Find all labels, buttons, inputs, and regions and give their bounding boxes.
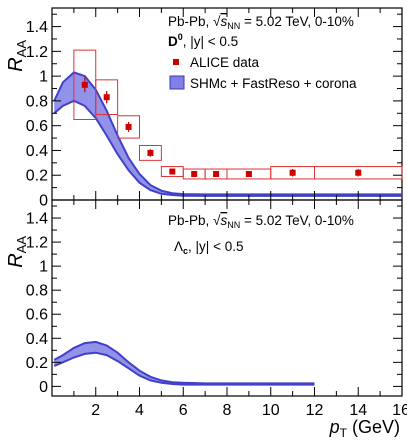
xtick-label: 2	[91, 402, 100, 419]
top-data-points	[73, 49, 403, 180]
top-ylabel: RAA	[5, 40, 29, 72]
data-point	[245, 170, 252, 177]
top-band-lower-edge	[53, 99, 402, 197]
xtick-label: 10	[262, 402, 280, 419]
top-ytick-label: 0.6	[26, 118, 48, 135]
legend-data-label: ALICE data	[190, 55, 260, 70]
bottom-particle-label: Λc, |y| < 0.5	[174, 239, 243, 256]
data-point	[103, 94, 110, 101]
top-ytick-label: 0.2	[26, 168, 48, 185]
xtick-label: 4	[135, 402, 144, 419]
legend-data-marker	[173, 59, 179, 65]
top-y-axis: 0 0.2 0.4 0.6 0.8 1 1.2 1.4	[26, 13, 402, 210]
top-ytick-label: 1.2	[26, 44, 48, 61]
xtick-label: 12	[306, 402, 324, 419]
bottom-ytick-label: 1.2	[26, 235, 48, 252]
legend-model-label: SHMc + FastReso + corona	[190, 76, 357, 91]
bottom-ytick-label: 1.4	[26, 211, 48, 228]
data-syst-box	[117, 115, 140, 139]
data-syst-box	[95, 79, 119, 116]
top-ytick-label: 1.4	[26, 19, 48, 36]
top-ytick-label: 1	[39, 69, 48, 86]
bottom-y-axis: 0 0.2 0.4 0.6 0.8 1 1.2 1.4	[26, 205, 402, 396]
data-point	[147, 149, 154, 156]
xtick-label: 16	[392, 402, 407, 419]
bottom-model-band	[53, 340, 315, 386]
bottom-ytick-label: 0.8	[26, 283, 48, 300]
data-point	[355, 169, 362, 176]
xtick-label: 6	[179, 402, 188, 419]
data-syst-box	[139, 144, 162, 161]
bottom-ylabel: RAA	[5, 236, 29, 268]
data-point	[81, 81, 88, 88]
top-particle-label: D0, |y| < 0.5	[168, 32, 238, 49]
bottom-x-axis: 2 4 6 8 10 12 14 16	[73, 200, 407, 419]
top-model-band	[53, 71, 402, 197]
top-ytick-label: 0	[39, 193, 48, 210]
xtick-label: 8	[223, 402, 232, 419]
top-ytick-label: 0.8	[26, 93, 48, 110]
top-x-ticks	[73, 8, 381, 200]
legend-model-swatch	[169, 75, 185, 90]
bottom-collision-label: Pb-Pb, √sNN = 5.02 TeV, 0-10%	[168, 213, 354, 230]
xtick-label: 14	[349, 402, 367, 419]
bottom-ytick-label: 0.4	[26, 331, 48, 348]
top-band-upper-edge	[53, 71, 402, 196]
data-point	[125, 123, 132, 130]
top-ytick-label: 0.4	[26, 143, 48, 160]
data-point	[191, 170, 198, 177]
bottom-band-upper-edge	[53, 340, 315, 385]
bottom-panel: 0 0.2 0.4 0.6 0.8 1 1.2 1.4 2 4 6 8 10 12 14 16 RAA Pb…	[5, 199, 407, 440]
data-point	[213, 170, 220, 177]
bottom-ytick-label: 1	[39, 259, 48, 276]
bottom-ytick-label: 0	[39, 379, 48, 396]
x-axis-label: pT (GeV)	[329, 417, 400, 440]
data-syst-box	[314, 166, 403, 180]
top-collision-label: Pb-Pb, √sNN = 5.02 TeV, 0-10%	[168, 14, 354, 31]
bottom-band-lower-edge	[53, 351, 315, 386]
bottom-ytick-label: 0.2	[26, 355, 48, 372]
top-band-fill	[54, 72, 402, 196]
bottom-ytick-label: 0.6	[26, 307, 48, 324]
data-point	[289, 169, 296, 176]
bottom-band-fill	[54, 341, 315, 385]
top-panel: 0 0.2 0.4 0.6 0.8 1 1.2 1.4 RAA Pb-Pb, √sNN = 5…	[5, 7, 403, 210]
data-point	[169, 168, 176, 175]
